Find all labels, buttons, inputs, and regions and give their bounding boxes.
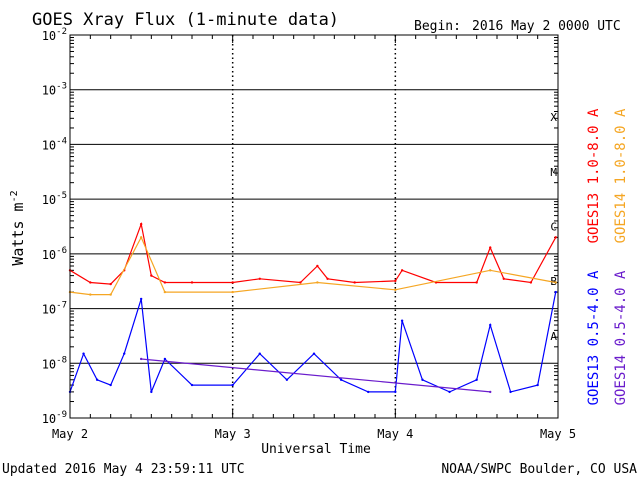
y-axis-label: Watts m-2: [9, 190, 27, 265]
data-point-goes13-1-0-8-0-a: [475, 281, 478, 284]
series-line-goes13-1-0-8-0-a: [69, 221, 557, 285]
data-point-goes14-1-0-8-0-a: [139, 236, 143, 239]
data-point-goes13-0-5-4-0-a: [475, 378, 478, 381]
y-tick-label: 10-7: [42, 301, 67, 317]
flare-class-label: X: [550, 111, 557, 124]
data-point-goes14-0-5-4-0-a: [139, 357, 143, 361]
data-point-goes13-0-5-4-0-a: [536, 383, 539, 387]
y-tick-label: 10-8: [42, 355, 67, 371]
flare-class-label: A: [550, 330, 557, 343]
x-tick-label: May 2: [52, 427, 88, 441]
data-point-goes13-0-5-4-0-a: [258, 352, 261, 355]
legend-entry: GOES13 0.5-4.0 A: [586, 270, 602, 405]
series-line-goes13-0-5-4-0-a: [69, 291, 557, 393]
data-point-goes13-1-0-8-0-a: [489, 246, 492, 249]
data-point-goes13-1-0-8-0-a: [353, 281, 356, 284]
legend-entry: GOES14 1.0-8.0 A: [613, 108, 629, 243]
data-point-goes14-1-0-8-0-a: [394, 288, 397, 292]
data-point-goes13-1-0-8-0-a: [299, 281, 302, 284]
data-point-goes13-0-5-4-0-a: [285, 378, 289, 381]
data-point-goes14-0-5-4-0-a: [489, 390, 492, 394]
data-point-goes13-0-5-4-0-a: [400, 319, 404, 322]
y-tick-label: 10-6: [42, 246, 67, 262]
y-tick-label: 10-3: [42, 82, 67, 98]
data-point-goes13-0-5-4-0-a: [82, 352, 85, 355]
data-point-goes13-0-5-4-0-a: [123, 352, 126, 355]
data-point-goes13-1-0-8-0-a: [529, 281, 533, 284]
data-point-goes13-1-0-8-0-a: [150, 274, 153, 277]
x-axis-label: Universal Time: [261, 442, 371, 457]
legend-entry: GOES14 0.5-4.0 A: [613, 270, 629, 405]
data-point-goes13-0-5-4-0-a: [421, 378, 424, 381]
data-point-goes13-0-5-4-0-a: [339, 378, 343, 381]
flare-class-label: M: [550, 166, 557, 179]
chart-title: GOES Xray Flux (1-minute data): [32, 10, 339, 30]
y-tick-label: 10-2: [42, 27, 67, 43]
data-point-goes14-1-0-8-0-a: [316, 281, 319, 284]
footer-credit: NOAA/SWPC Boulder, CO USA: [441, 462, 637, 477]
data-point-goes13-1-0-8-0-a: [316, 264, 319, 268]
series-line-goes14-0-5-4-0-a: [141, 358, 491, 393]
data-point-goes13-1-0-8-0-a: [554, 236, 557, 239]
data-point-goes14-1-0-8-0-a: [89, 293, 92, 296]
x-tick-label: May 3: [215, 427, 251, 441]
y-tick-label: 10-4: [42, 136, 67, 152]
data-point-goes13-0-5-4-0-a: [231, 383, 234, 387]
data-point-goes13-0-5-4-0-a: [312, 352, 316, 355]
data-point-goes13-1-0-8-0-a: [231, 281, 234, 284]
series-line-goes14-1-0-8-0-a: [69, 236, 556, 296]
flare-class-label: C: [550, 221, 557, 234]
footer-updated: Updated 2016 May 4 23:59:11 UTC: [2, 462, 245, 477]
data-point-goes14-1-0-8-0-a: [109, 293, 112, 296]
data-point-goes13-0-5-4-0-a: [163, 357, 167, 361]
data-point-goes14-1-0-8-0-a: [489, 269, 492, 272]
data-point-goes13-0-5-4-0-a: [448, 390, 451, 394]
y-tick-label: 10-5: [42, 191, 67, 207]
legend-entry: GOES13 1.0-8.0 A: [586, 108, 602, 243]
begin-value: 2016 May 2 0000 UTC: [472, 19, 621, 34]
data-point-goes14-1-0-8-0-a: [231, 290, 234, 294]
x-tick-label: May 5: [540, 427, 576, 441]
data-point-goes13-1-0-8-0-a: [400, 269, 404, 272]
data-point-goes13-1-0-8-0-a: [89, 281, 92, 284]
data-point-goes13-0-5-4-0-a: [489, 323, 492, 327]
data-point-goes13-0-5-4-0-a: [95, 378, 99, 381]
data-point-goes13-0-5-4-0-a: [109, 383, 112, 387]
data-point-goes13-1-0-8-0-a: [139, 222, 143, 226]
y-tick-label: 10-9: [42, 410, 67, 426]
data-point-goes13-0-5-4-0-a: [394, 390, 397, 394]
data-point-goes13-1-0-8-0-a: [163, 281, 167, 284]
begin-label: Begin:: [414, 19, 461, 34]
data-point-goes13-1-0-8-0-a: [394, 279, 397, 283]
data-point-goes14-1-0-8-0-a: [163, 290, 167, 294]
x-tick-label: May 4: [377, 427, 413, 441]
data-point-goes13-0-5-4-0-a: [367, 390, 370, 394]
data-point-goes13-0-5-4-0-a: [554, 290, 557, 294]
data-point-goes13-0-5-4-0-a: [150, 390, 153, 394]
data-point-goes13-1-0-8-0-a: [258, 277, 261, 281]
plot-frame: [69, 34, 559, 419]
data-point-goes13-1-0-8-0-a: [109, 282, 112, 286]
data-point-goes13-1-0-8-0-a: [190, 281, 194, 284]
data-point-goes13-0-5-4-0-a: [190, 383, 194, 387]
data-point-goes13-1-0-8-0-a: [326, 277, 329, 281]
data-point-goes13-1-0-8-0-a: [502, 277, 505, 281]
data-point-goes13-0-5-4-0-a: [139, 297, 143, 301]
data-point-goes14-1-0-8-0-a: [554, 281, 557, 284]
data-point-goes13-0-5-4-0-a: [509, 390, 512, 394]
legend: GOES13 1.0-8.0 A GOES14 1.0-8.0 A GOES13 0…: [586, 108, 629, 405]
